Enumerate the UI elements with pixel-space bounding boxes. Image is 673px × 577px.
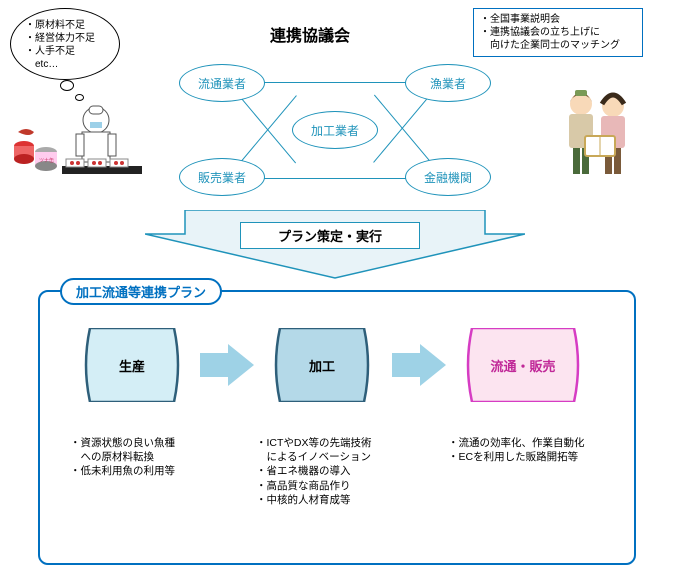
bullet-line: によるイノベーション <box>256 450 436 464</box>
bullet-line: ・資源状態の良い魚種 <box>70 436 230 450</box>
bullet-line: ・ECを利用した販路開拓等 <box>448 450 628 464</box>
bullets-sales: ・流通の効率化、作業自動化 ・ECを利用した販路開拓等 <box>448 436 628 464</box>
oval-finance: 金融機関 <box>405 158 491 196</box>
worker-illustration: ツナ缶 <box>10 96 160 196</box>
plan-region: 加工流通等連携プラン 生産 加工 流通・販売 ・資源状態の良い魚種 への原材料転… <box>38 290 636 565</box>
bullet-line: ・中核的人材育成等 <box>256 493 436 507</box>
stage-label: 生産 <box>82 356 182 375</box>
stage-label: 流通・販売 <box>464 356 582 375</box>
info-line: ・全国事業説明会 <box>480 13 636 26</box>
oval-seller: 販売業者 <box>179 158 265 196</box>
oval-processor: 加工業者 <box>292 111 378 149</box>
plan-title: 加工流通等連携プラン <box>60 278 222 305</box>
info-box: ・全国事業説明会 ・連携協議会の立ち上げに 向けた企業同士のマッチング <box>473 8 643 57</box>
thought-line: etc… <box>25 58 111 71</box>
stage-production: 生産 <box>82 328 182 402</box>
flow-arrow-icon <box>200 344 254 389</box>
connector-line <box>235 95 297 168</box>
bullet-line: ・高品質な商品作り <box>256 479 436 493</box>
bullet-line: ・流通の効率化、作業自動化 <box>448 436 628 450</box>
connector-line <box>374 95 436 168</box>
council-oval-group: 流通業者 漁業者 加工業者 販売業者 金融機関 <box>175 60 495 200</box>
stage-processing: 加工 <box>272 328 372 402</box>
bullet-line: ・ICTやDX等の先端技術 <box>256 436 436 450</box>
people-illustration <box>551 80 651 190</box>
connector-line <box>257 178 415 179</box>
oval-distributor: 流通業者 <box>179 64 265 102</box>
flow-arrow-icon <box>392 344 446 389</box>
connector-line <box>373 89 435 162</box>
thought-line: ・経営体力不足 <box>25 32 111 45</box>
bullets-production: ・資源状態の良い魚種 への原材料転換 ・低未利用魚の利用等 <box>70 436 230 479</box>
bullets-processing: ・ICTやDX等の先端技術 によるイノベーション ・省エネ機器の導入 ・高品質な… <box>256 436 436 507</box>
svg-text:ツナ缶: ツナ缶 <box>39 157 54 164</box>
bullet-line: への原材料転換 <box>70 450 230 464</box>
connector-line <box>234 90 296 163</box>
oval-fishery: 漁業者 <box>405 64 491 102</box>
council-title: 連携協議会 <box>270 22 350 46</box>
thought-tail-icon <box>60 80 74 91</box>
info-line: ・連携協議会の立ち上げに <box>480 26 636 39</box>
bullet-line: ・低未利用魚の利用等 <box>70 464 230 478</box>
stage-distribution-sales: 流通・販売 <box>464 328 582 402</box>
connector-line <box>257 82 415 83</box>
bullet-line: ・省エネ機器の導入 <box>256 464 436 478</box>
thought-line: ・原材料不足 <box>25 19 111 32</box>
stage-label: 加工 <box>272 356 372 375</box>
thought-bubble: ・原材料不足 ・経営体力不足 ・人手不足 etc… <box>10 8 120 80</box>
big-arrow-label: プラン策定・実行 <box>240 222 420 249</box>
thought-line: ・人手不足 <box>25 45 111 58</box>
info-line: 向けた企業同士のマッチング <box>480 39 636 52</box>
